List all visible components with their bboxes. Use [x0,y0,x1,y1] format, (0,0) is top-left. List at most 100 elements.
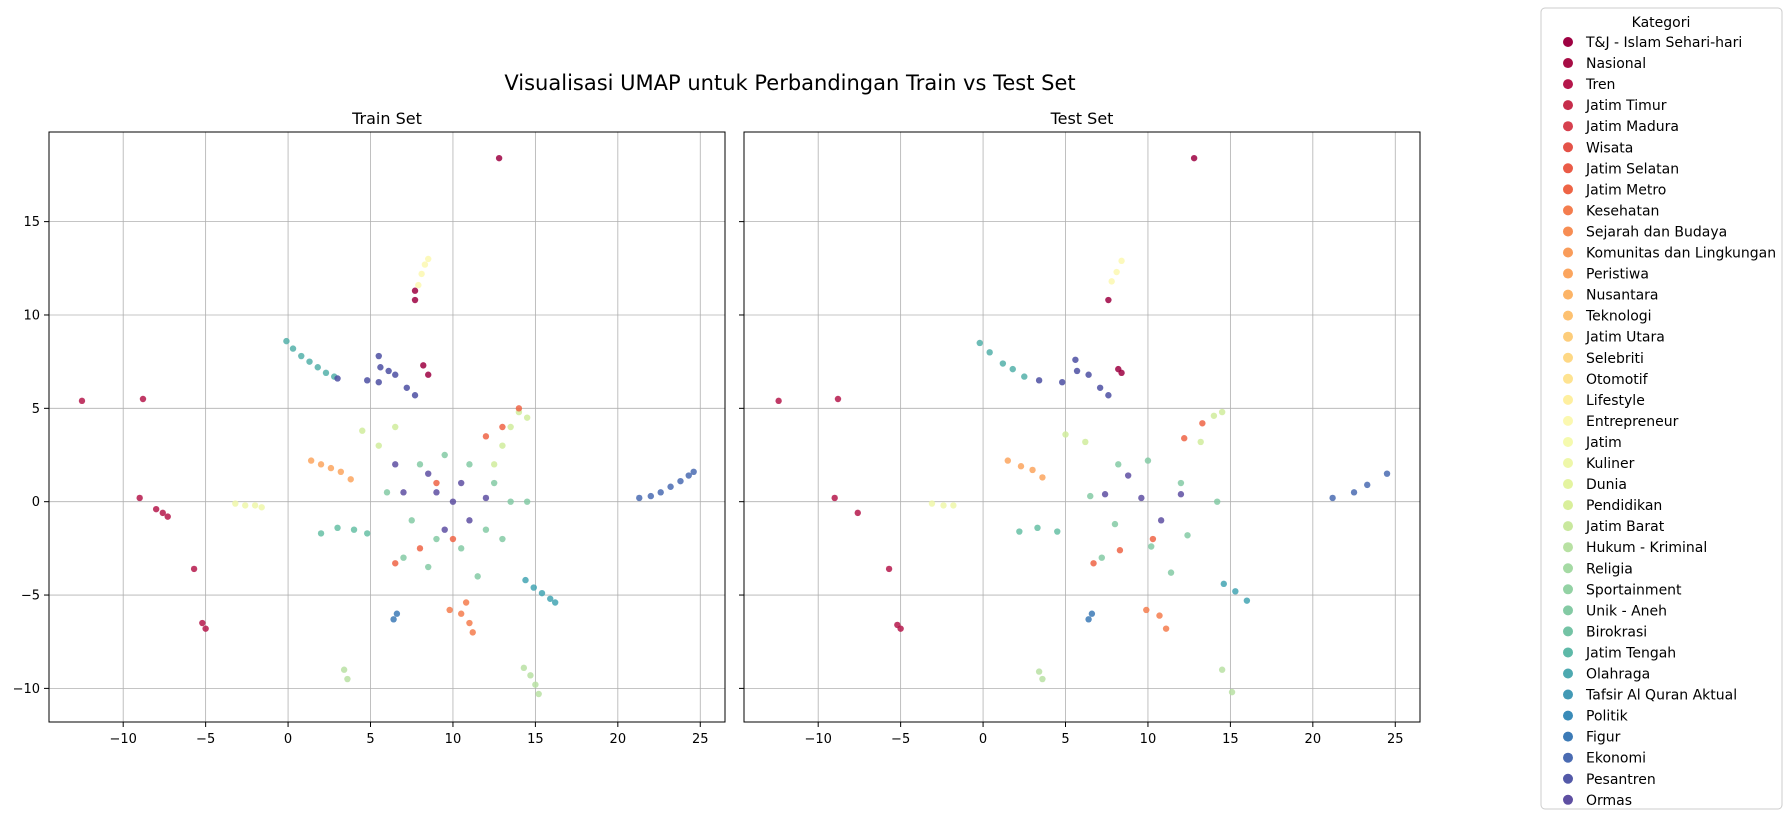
legend-label: Selebriti [1586,351,1644,367]
data-point [416,545,424,552]
data-point [1181,435,1188,442]
data-point [1111,520,1119,528]
data-point [420,362,427,369]
legend-label: Jatim Tengah [1585,645,1676,661]
data-point [457,479,465,487]
data-point [1124,472,1132,479]
data-point [441,526,448,533]
data-point [520,664,528,672]
data-point [1101,491,1109,498]
data-point [1096,384,1104,391]
data-point [1004,457,1012,464]
train-set-panel: Train Set −10 −5 0 5 10 15 20 25 −10 −5 0 5 10 15 [13,109,726,747]
data-point [507,423,514,431]
legend-marker [1563,331,1573,342]
test-set-panel: Test Set −10 −5 0 5 10 15 20 25 [739,109,1421,747]
data-point [411,296,419,304]
data-point [340,666,348,673]
x-tick-label: 20 [610,732,627,747]
legend-marker [1563,584,1573,595]
data-point [523,498,531,505]
data-point [446,606,453,614]
data-point [457,545,465,552]
data-point [403,384,410,391]
data-point [1144,457,1152,464]
legend-label: Peristiwa [1586,267,1649,283]
data-point [1113,268,1120,276]
y-tick-label: 5 [32,402,40,417]
legend-marker [1563,79,1573,90]
data-point [482,526,490,533]
legend-label: Religia [1586,561,1633,577]
data-point [1021,373,1028,380]
legend-label: Jatim Selatan [1585,161,1679,177]
data-point [1009,365,1016,373]
x-tick-label: −10 [804,732,831,747]
data-point [532,681,539,688]
x-tick-label: 10 [445,732,462,747]
data-point [530,584,537,591]
legend-marker [1563,479,1573,490]
legend-label: Nasional [1586,56,1646,72]
y-tick-label: 15 [23,215,40,230]
data-point [1090,560,1097,567]
legend-label: Nusantara [1586,288,1659,304]
data-point [547,595,554,602]
data-point [289,345,297,352]
data-point [885,565,893,573]
legend-marker [1563,310,1573,321]
data-point [202,625,209,632]
legend-label: Ormas [1586,793,1632,809]
data-point [347,476,354,483]
data-point [334,375,341,382]
legend-marker [1563,37,1573,47]
x-tick-label: 20 [1305,732,1322,747]
legend-marker [1563,163,1573,174]
data-point [1035,377,1043,384]
data-point [1214,498,1221,505]
legend-marker [1563,521,1573,532]
legend-label: Jatim Utara [1585,330,1665,346]
data-point [986,349,993,356]
data-point [416,461,424,468]
data-point [1085,616,1092,623]
legend-marker [1563,415,1573,426]
y-tick-label: −10 [13,682,40,697]
legend-marker [1563,352,1573,363]
legend-label: Komunitas dan Lingkungan [1586,246,1776,262]
legend-marker [1563,289,1573,300]
data-point [834,395,842,403]
data-point [1157,517,1165,524]
data-point [495,154,503,162]
data-point [690,468,697,476]
data-point [392,560,399,567]
data-point [1148,543,1155,550]
data-point [1035,668,1043,675]
data-point [1082,438,1089,446]
data-point [1162,625,1170,632]
legend-label: T&J - Islam Sehari-hari [1585,35,1742,51]
data-point [667,483,674,490]
data-point [1016,528,1023,535]
data-point [1329,494,1336,502]
legend-label: Unik - Aneh [1586,603,1667,619]
legend-marker [1563,58,1573,69]
data-point [1118,369,1125,377]
data-point [425,470,432,477]
legend-marker [1563,436,1573,447]
data-point [474,573,481,580]
data-point [950,502,957,509]
legend-label: Jatim [1585,435,1622,451]
data-point [1105,392,1112,399]
data-point [466,517,473,524]
data-point [685,472,692,479]
data-point [1017,463,1025,470]
data-point [1364,481,1371,489]
panel-title-test: Test Set [1050,109,1114,128]
data-point [499,442,506,449]
legend-marker [1563,731,1573,742]
data-point [258,504,265,511]
data-point [522,576,529,584]
data-point [499,423,506,431]
